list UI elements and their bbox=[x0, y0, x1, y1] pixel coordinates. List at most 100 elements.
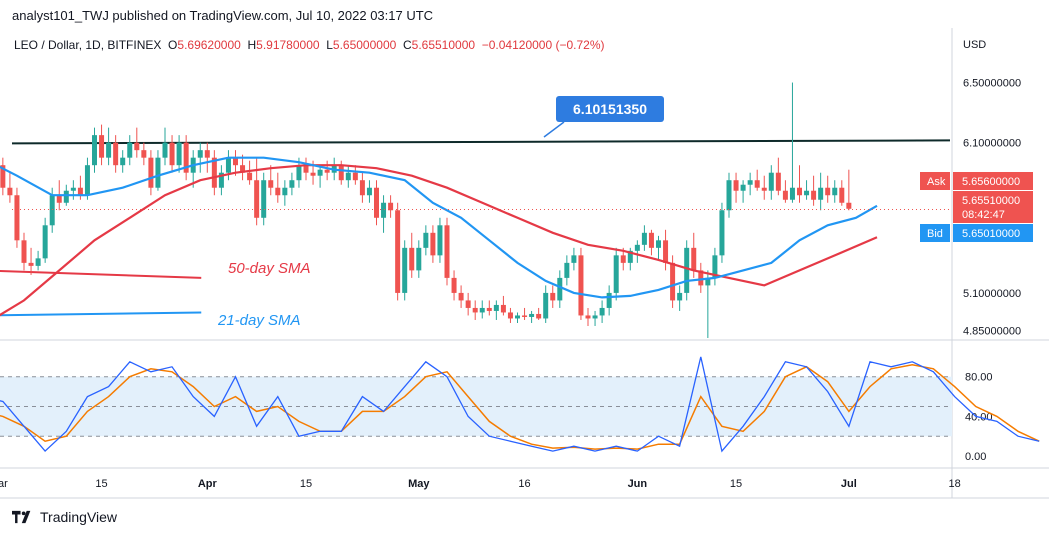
stoch-band bbox=[0, 376, 952, 437]
candle-body bbox=[592, 315, 598, 319]
candle-body bbox=[458, 292, 464, 301]
candle-body bbox=[620, 255, 626, 263]
candle-body bbox=[190, 157, 196, 173]
candle-body bbox=[818, 187, 824, 200]
candle-body bbox=[726, 180, 732, 211]
candle-body bbox=[648, 232, 654, 248]
candle-body bbox=[268, 180, 274, 188]
candle-body bbox=[70, 187, 76, 191]
stoch-tick-label: 0.00 bbox=[965, 451, 986, 463]
sma21-annotation: 21-day SMA bbox=[217, 312, 301, 329]
price-tick-label: 6.50000000 bbox=[963, 78, 1021, 90]
bid-tag-label: Bid bbox=[927, 228, 943, 240]
time-tick-label: ar bbox=[0, 478, 8, 490]
candle-body bbox=[789, 187, 795, 200]
sma50-line bbox=[0, 164, 878, 317]
time-tick-label: 16 bbox=[518, 478, 530, 490]
stoch-tick-label: 40.00 bbox=[965, 411, 993, 423]
candle-body bbox=[155, 157, 161, 188]
last-price-countdown: 08:42:47 bbox=[962, 209, 1005, 221]
high-label: H bbox=[247, 38, 257, 52]
candle-body bbox=[486, 307, 492, 311]
candle-body bbox=[670, 262, 676, 301]
candle-body bbox=[804, 190, 810, 196]
time-tick-label: Apr bbox=[198, 478, 218, 490]
candle-body bbox=[331, 165, 337, 173]
candle-body bbox=[409, 247, 415, 271]
candle-body bbox=[261, 180, 267, 218]
candle-body bbox=[811, 190, 817, 200]
candle-body bbox=[775, 172, 781, 191]
open-label: O bbox=[168, 38, 178, 52]
candle-body bbox=[345, 172, 351, 181]
candle-body bbox=[451, 277, 457, 293]
bid-tag-box bbox=[920, 224, 950, 242]
candle-body bbox=[395, 210, 401, 293]
time-tick-label: 15 bbox=[300, 478, 312, 490]
candle-body bbox=[479, 307, 485, 313]
candle-body bbox=[761, 187, 767, 191]
candle-body bbox=[677, 292, 683, 301]
candle-body bbox=[536, 313, 542, 319]
candle-body bbox=[310, 172, 316, 176]
candle-body bbox=[282, 187, 288, 196]
candle-body bbox=[832, 187, 838, 196]
footer-brand: TradingView bbox=[12, 509, 117, 525]
candle-body bbox=[634, 244, 640, 251]
stoch-k-line bbox=[0, 356, 1040, 453]
candle-body bbox=[641, 232, 647, 245]
candle-body bbox=[240, 165, 246, 173]
candle-body bbox=[211, 157, 217, 188]
footer-brand-label: TradingView bbox=[40, 509, 118, 525]
candle-body bbox=[712, 255, 718, 278]
candle-body bbox=[148, 157, 154, 188]
candle-body bbox=[691, 247, 697, 271]
candle-body bbox=[402, 247, 408, 293]
currency-label: USD bbox=[963, 39, 986, 51]
candle-body bbox=[28, 262, 34, 266]
sma21-line bbox=[0, 156, 878, 299]
candle-body bbox=[846, 202, 852, 209]
candle-body bbox=[99, 135, 105, 158]
price-tick-label: 6.10000000 bbox=[963, 138, 1021, 150]
candle-body bbox=[747, 180, 753, 185]
candle-body bbox=[183, 142, 189, 173]
symbol-info-line: LEO / Dollar, 1D, BITFINEX O5.69620000 H… bbox=[14, 38, 605, 52]
candle-body bbox=[522, 315, 528, 317]
candle-body bbox=[719, 210, 725, 256]
candle-body bbox=[493, 304, 499, 311]
candle-body bbox=[42, 225, 48, 259]
time-tick-label: 18 bbox=[948, 478, 960, 490]
candle-body bbox=[303, 165, 309, 173]
candle-body bbox=[733, 180, 739, 191]
candle-body bbox=[141, 150, 147, 158]
candle-body bbox=[374, 187, 379, 218]
change-value: −0.04120000 (−0.72%) bbox=[481, 38, 605, 52]
candle-body bbox=[797, 187, 802, 196]
candle-body bbox=[684, 247, 690, 293]
bid-value: 5.65010000 bbox=[962, 228, 1020, 240]
candle-body bbox=[275, 187, 281, 196]
candle-body bbox=[557, 277, 563, 301]
ask-value: 5.65600000 bbox=[962, 176, 1020, 188]
symbol-pair[interactable]: LEO / Dollar, 1D, BITFINEX bbox=[14, 38, 162, 52]
candle-body bbox=[515, 315, 520, 319]
candle-body bbox=[289, 180, 295, 188]
candle-body bbox=[578, 255, 584, 316]
candle-body bbox=[92, 135, 97, 166]
price-tick-label: 4.85000000 bbox=[963, 325, 1021, 337]
candle-body bbox=[698, 270, 704, 286]
sma21-legend-line bbox=[0, 311, 202, 317]
candle-body bbox=[338, 165, 344, 181]
stoch-tick-label: 80.00 bbox=[965, 372, 993, 384]
candle-body bbox=[7, 187, 13, 196]
candle-body bbox=[35, 258, 41, 266]
candle-body bbox=[225, 157, 231, 173]
low-value: 5.65000000 bbox=[332, 38, 397, 52]
candle-body bbox=[768, 172, 774, 191]
candle-body bbox=[120, 157, 126, 166]
publish-header: analyst101_TWJ published on TradingView.… bbox=[12, 8, 434, 23]
candle-body bbox=[599, 307, 605, 316]
last-price-value: 5.65510000 bbox=[962, 195, 1020, 207]
